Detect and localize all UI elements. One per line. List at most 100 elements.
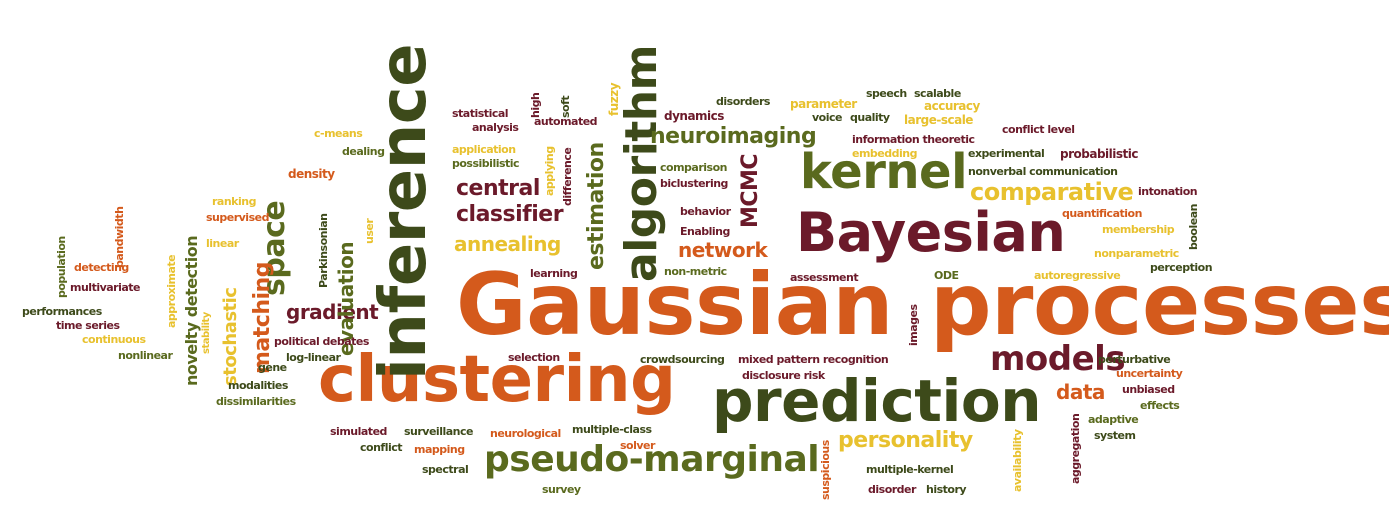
word-inference: inference	[367, 43, 441, 380]
word-disorder: disorder	[868, 483, 916, 496]
word-processes: processes	[930, 255, 1389, 355]
word-multiple-kernel: multiple-kernel	[866, 463, 954, 476]
word-probabilistic: probabilistic	[1060, 147, 1138, 161]
word-autoregressive: autoregressive	[1034, 269, 1121, 282]
word-nonlinear: nonlinear	[118, 349, 173, 362]
word-user: user	[363, 218, 376, 244]
word-detecting: detecting	[74, 261, 129, 274]
word-history: history	[926, 483, 967, 496]
word-continuous: continuous	[82, 333, 146, 346]
word-spectral: spectral	[422, 463, 469, 476]
word-linear: linear	[206, 237, 239, 250]
word-surveillance: surveillance	[404, 425, 473, 438]
word-applying: applying	[543, 146, 556, 196]
word-boolean: boolean	[1187, 204, 1200, 250]
word-speech: speech	[866, 87, 907, 100]
word-information-theoretic: information theoretic	[852, 133, 975, 146]
word-conflict: conflict	[360, 441, 403, 454]
word-data: data	[1056, 380, 1105, 404]
word-system: system	[1094, 429, 1136, 442]
word-solver: solver	[620, 439, 655, 452]
word-statistical: statistical	[452, 107, 509, 120]
word-assessment: assessment	[790, 271, 859, 284]
word-log-linear: log-linear	[286, 351, 341, 364]
word-experimental: experimental	[968, 147, 1045, 160]
word-matching: matching	[250, 262, 275, 374]
word-disorders: disorders	[716, 95, 770, 108]
word-suspicious: suspicious	[819, 440, 832, 500]
word-gradient: gradient	[286, 300, 379, 324]
word-voice: voice	[812, 111, 842, 124]
word-clustering: clustering	[318, 343, 676, 417]
word-time-series: time series	[56, 319, 120, 332]
word-personality: personality	[838, 428, 973, 453]
word-fuzzy: fuzzy	[607, 82, 621, 116]
word-embedding: embedding	[852, 147, 917, 160]
word-gaussian: Gaussian	[456, 255, 893, 355]
word-dissimilarities: dissimilarities	[216, 395, 296, 408]
word-annealing: annealing	[454, 232, 561, 256]
word-modalities: modalities	[228, 379, 288, 392]
word-selection: selection	[508, 351, 560, 364]
word-central: central	[456, 176, 540, 201]
word-soft: soft	[559, 95, 572, 118]
word-mixed-pattern-recognition: mixed pattern recognition	[738, 353, 889, 366]
word-availability: availability	[1011, 429, 1024, 492]
word-nonparametric: nonparametric	[1094, 247, 1179, 260]
word-crowdsourcing: crowdsourcing	[640, 353, 725, 366]
word-political-debates: political debates	[274, 335, 369, 348]
word-nonverbal-communication: nonverbal communication	[968, 165, 1118, 178]
word-algorithm: algorithm	[616, 45, 667, 282]
word-non-metric: non-metric	[664, 265, 727, 278]
word-quantification: quantification	[1062, 207, 1142, 220]
word-kernel: kernel	[800, 144, 968, 200]
word-biclustering: biclustering	[660, 177, 728, 190]
word-simulated: simulated	[330, 425, 387, 438]
word-multivariate: multivariate	[70, 281, 141, 294]
word-aggregation: aggregation	[1069, 413, 1082, 484]
word-classifier: classifier	[456, 202, 564, 227]
word-density: density	[288, 167, 335, 181]
word-behavior: behavior	[680, 205, 731, 218]
word-ranking: ranking	[212, 195, 256, 208]
word-possibilistic: possibilistic	[452, 157, 520, 170]
word-scalable: scalable	[914, 87, 961, 100]
word-network: network	[678, 238, 768, 262]
word-parkinsonian: Parkinsonian	[317, 213, 330, 289]
word-perception: perception	[1150, 261, 1213, 274]
word-analysis: analysis	[472, 121, 519, 134]
word-accuracy: accuracy	[924, 99, 980, 113]
word-mapping: mapping	[414, 443, 465, 456]
word-comparison: comparison	[660, 161, 727, 174]
word-multiple-class: multiple-class	[572, 423, 652, 436]
word-quality: quality	[850, 111, 890, 124]
word-mcmc: MCMC	[738, 153, 763, 228]
word-parameter: parameter	[790, 97, 857, 111]
word-c-means: c-means	[314, 127, 363, 140]
word-dynamics: dynamics	[664, 109, 724, 123]
word-novelty-detection: novelty detection	[182, 235, 201, 386]
word-disclosure-risk: disclosure risk	[742, 369, 825, 382]
word-unbiased: unbiased	[1122, 383, 1175, 396]
word-uncertainty: uncertainty	[1116, 367, 1183, 380]
word-pseudo-marginal: pseudo-marginal	[484, 439, 820, 480]
word-stability: stability	[201, 312, 212, 354]
word-images: images	[907, 304, 920, 346]
word-effects: effects	[1140, 399, 1180, 412]
word-comparative: comparative	[970, 178, 1134, 206]
word-perturbative: perturbative	[1098, 353, 1171, 366]
word-population: population	[55, 236, 68, 298]
word-models: models	[990, 339, 1126, 379]
word-difference: difference	[561, 147, 574, 206]
word-dealing: dealing	[342, 145, 385, 158]
word-bandwidth: bandwidth	[113, 206, 126, 268]
word-neuroimaging: neuroimaging	[650, 124, 817, 149]
word-stochastic: stochastic	[220, 287, 241, 386]
word-performances: performances	[22, 305, 102, 318]
word-application: application	[452, 143, 516, 156]
word-estimation: estimation	[584, 142, 609, 270]
word-gene: gene	[258, 361, 287, 374]
word-neurological: neurological	[490, 427, 561, 440]
word-enabling: Enabling	[680, 225, 730, 238]
